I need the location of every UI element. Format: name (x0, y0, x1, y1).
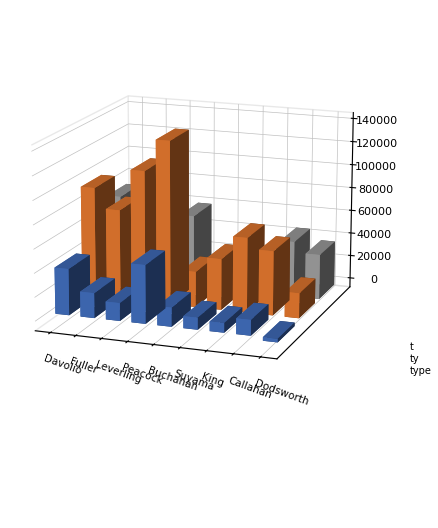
Text: t
ty
type: t ty type (410, 343, 431, 375)
